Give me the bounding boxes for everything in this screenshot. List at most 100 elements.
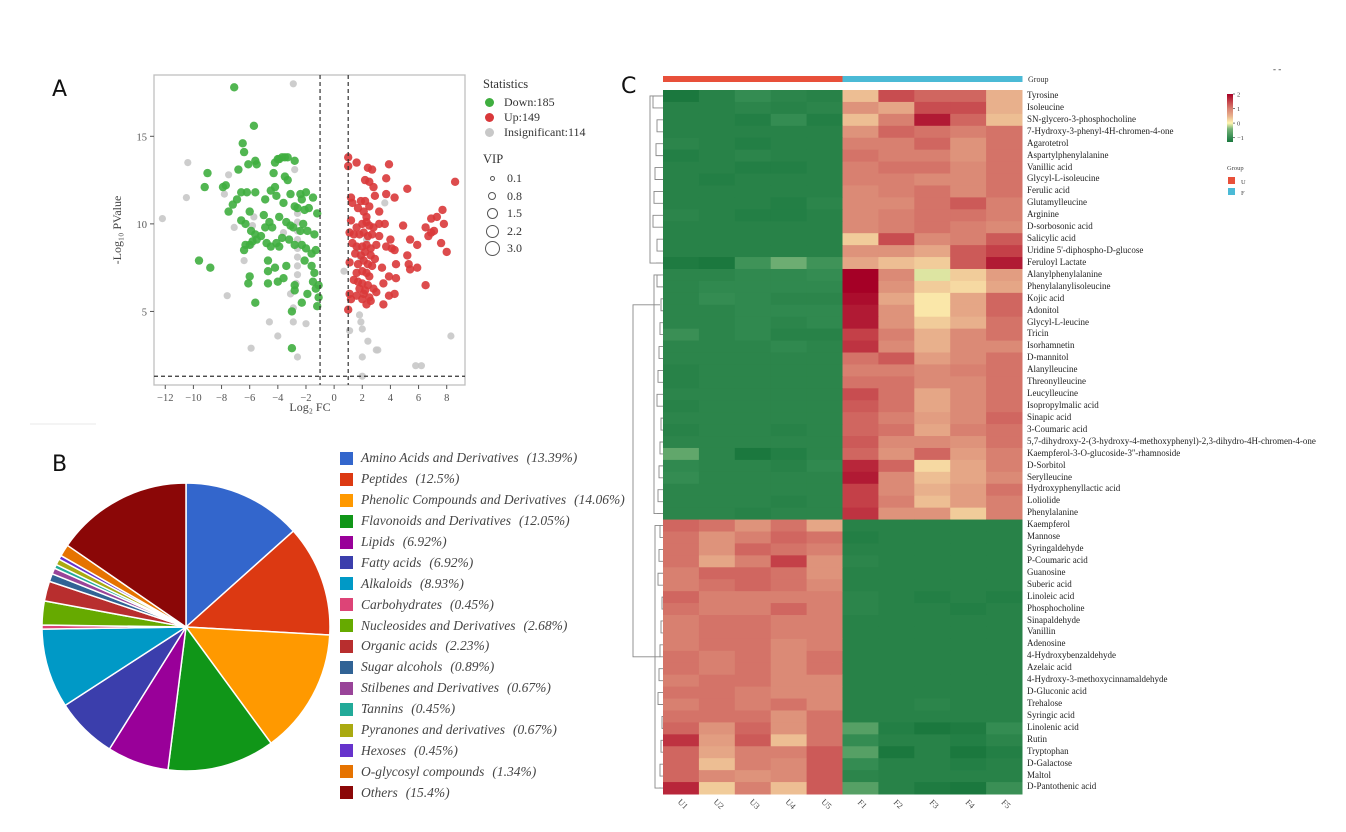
heatmap-cell bbox=[914, 579, 951, 592]
row-label: Leucylleucine bbox=[1027, 388, 1078, 399]
heatmap-cell bbox=[914, 280, 951, 294]
heatmap-cell bbox=[806, 161, 843, 175]
point-down bbox=[287, 344, 297, 353]
point-up bbox=[344, 153, 353, 162]
column-label: U5 bbox=[819, 797, 833, 811]
row-label: Mannose bbox=[1027, 531, 1060, 542]
point-up bbox=[424, 231, 433, 241]
heatmap-cell bbox=[842, 316, 879, 330]
heatmap-cell bbox=[842, 304, 879, 318]
group-legend-swatch-icon bbox=[1228, 188, 1235, 195]
legend-statistics-title: Statistics bbox=[483, 77, 529, 91]
heatmap-cell bbox=[698, 412, 736, 425]
point-insignificant bbox=[289, 80, 297, 88]
point-down bbox=[307, 261, 316, 271]
heatmap-cell bbox=[663, 209, 700, 222]
heatmap-cell bbox=[663, 567, 700, 580]
pie-legend-percent: (0.67%) bbox=[512, 722, 557, 738]
heatmap-cell bbox=[950, 113, 987, 127]
heatmap-cell bbox=[770, 674, 808, 688]
pie-slice bbox=[167, 625, 273, 772]
heatmap-cell bbox=[950, 340, 987, 354]
row-label: 3-Coumaric acid bbox=[1027, 423, 1088, 434]
point-down bbox=[268, 223, 277, 232]
heatmap-cell bbox=[770, 352, 808, 365]
heatmap-cell bbox=[806, 782, 843, 795]
heatmap-cell bbox=[806, 698, 843, 711]
heatmap-cell bbox=[986, 424, 1023, 437]
heatmap-cell bbox=[878, 698, 915, 711]
row-label: Vanillic acid bbox=[1027, 161, 1073, 172]
point-down bbox=[300, 256, 309, 265]
heatmap-cell bbox=[770, 650, 808, 664]
heatmap-cell bbox=[914, 245, 951, 258]
pie-legend-label: Stilbenes and Derivatives bbox=[361, 680, 499, 696]
point-down bbox=[289, 223, 298, 232]
vip-size-ring-icon bbox=[488, 192, 496, 201]
heatmap-cell bbox=[806, 90, 843, 103]
heatmap-cell bbox=[770, 662, 808, 676]
heatmap-cell bbox=[842, 734, 879, 747]
heatmap-cell bbox=[770, 424, 808, 437]
heatmap-cell bbox=[914, 221, 951, 234]
point-down bbox=[277, 233, 287, 243]
heatmap-cell bbox=[878, 555, 915, 568]
heatmap-cell bbox=[986, 113, 1023, 127]
heatmap-cell bbox=[806, 113, 843, 127]
heatmap-cell bbox=[770, 567, 808, 580]
heatmap-cell bbox=[770, 101, 808, 115]
heatmap-cell bbox=[878, 352, 915, 365]
heatmap-cell bbox=[878, 591, 915, 604]
heatmap-cell bbox=[698, 328, 736, 342]
point-down bbox=[263, 256, 273, 265]
heatmap-cell bbox=[914, 686, 951, 700]
heatmap-cell bbox=[770, 543, 808, 556]
point-insignificant bbox=[291, 166, 299, 174]
row-dendrogram bbox=[632, 95, 663, 789]
heatmap-cell bbox=[698, 543, 736, 556]
heatmap-cell bbox=[734, 400, 772, 413]
heatmap-cell bbox=[698, 567, 736, 580]
point-insignificant bbox=[358, 325, 366, 333]
heatmap-cell bbox=[950, 543, 987, 556]
heatmap-cell bbox=[663, 662, 700, 676]
heatmap-cell bbox=[663, 400, 700, 413]
column-label: U3 bbox=[748, 797, 762, 811]
heatmap-cell bbox=[806, 209, 843, 222]
heatmap-cell bbox=[986, 257, 1023, 270]
y-tick-label: 15 bbox=[137, 132, 148, 143]
heatmap-cell bbox=[914, 388, 951, 401]
heatmap-cell bbox=[914, 758, 951, 771]
heatmap-cell bbox=[663, 412, 700, 425]
heatmap-cell bbox=[878, 90, 915, 103]
heatmap-cell bbox=[663, 746, 700, 759]
heatmap-cell bbox=[770, 782, 808, 795]
heatmap-cell bbox=[806, 579, 843, 592]
heatmap-cell bbox=[663, 161, 700, 175]
point-insignificant bbox=[357, 318, 365, 326]
row-label: Kojic acid bbox=[1027, 292, 1065, 303]
panel-label-c: C bbox=[621, 74, 637, 99]
heatmap-cell bbox=[734, 567, 772, 580]
heatmap-cell bbox=[878, 782, 915, 795]
legend-swatch-icon bbox=[340, 556, 353, 570]
point-down bbox=[251, 298, 260, 307]
pie-legend-percent: (12.5%) bbox=[415, 471, 460, 487]
point-down bbox=[194, 256, 204, 265]
row-label: Phenylalanylisoleucine bbox=[1027, 280, 1111, 291]
heatmap-cell bbox=[914, 125, 951, 139]
heatmap-cell bbox=[950, 328, 987, 342]
row-label: Vanillin bbox=[1027, 626, 1056, 637]
heatmap-cell bbox=[663, 603, 700, 616]
heatmap-cell bbox=[950, 507, 987, 521]
y-tick-label: 10 bbox=[137, 220, 148, 231]
heatmap-cell bbox=[734, 471, 772, 485]
heatmap-cell bbox=[734, 149, 772, 163]
pie-legend-item: Carbohydrates (0.45%) bbox=[340, 594, 625, 615]
heatmap-cell bbox=[806, 292, 843, 306]
x-tick-label: 0 bbox=[332, 393, 337, 404]
vip-size-label: 2.2 bbox=[507, 223, 522, 238]
heatmap-cell bbox=[698, 304, 736, 318]
heatmap-cell bbox=[734, 280, 772, 294]
heatmap-cell bbox=[734, 591, 772, 604]
